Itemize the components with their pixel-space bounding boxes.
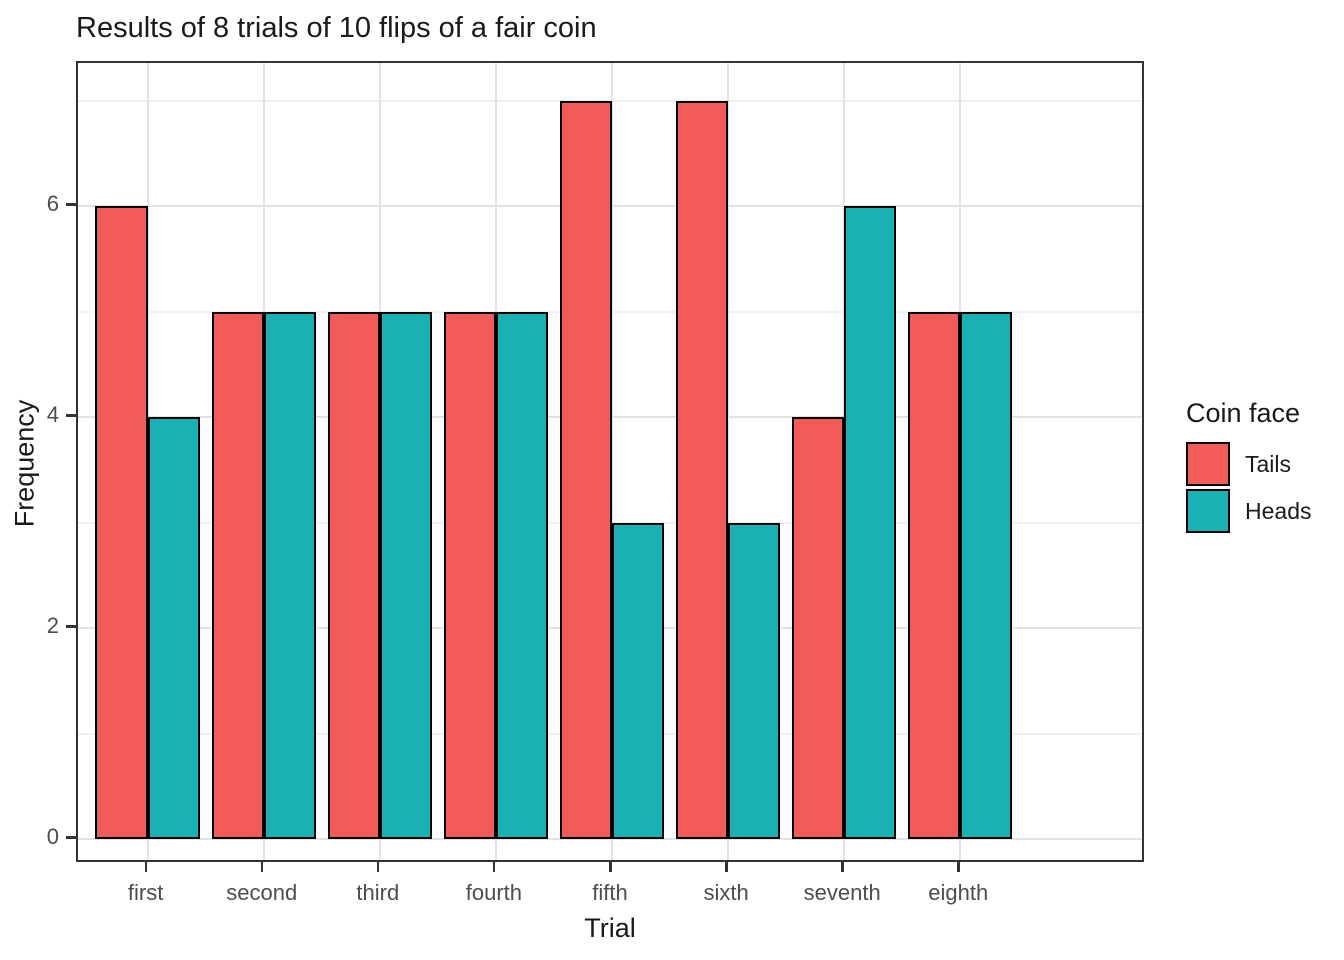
bar-tails-fifth xyxy=(559,100,612,839)
legend-entry-tails: Tails xyxy=(1186,442,1311,486)
y-tick-mark-0 xyxy=(66,836,76,839)
bar-tails-second xyxy=(211,311,264,839)
y-tick-label-4: 4 xyxy=(46,402,59,427)
chart-title: Results of 8 trials of 10 flips of a fai… xyxy=(76,12,597,44)
bar-tails-eighth xyxy=(908,311,961,839)
x-tick-label-second: second xyxy=(226,880,298,905)
x-tick-label-first: first xyxy=(127,880,164,905)
x-tick-label-fourth: fourth xyxy=(465,880,523,905)
x-tick-label-sixth: sixth xyxy=(703,880,749,905)
bar-heads-third xyxy=(379,311,433,839)
bar-tails-sixth xyxy=(675,100,729,839)
x-tick-mark-sixth xyxy=(725,862,728,872)
heads-swatch-icon xyxy=(1186,489,1230,533)
gridline-major-y0 xyxy=(78,838,1142,840)
legend-title: Coin face xyxy=(1186,398,1301,428)
bar-heads-second xyxy=(263,311,316,839)
y-tick-mark-6 xyxy=(66,203,76,206)
bar-tails-seventh xyxy=(791,417,845,839)
legend-entry-heads: Heads xyxy=(1186,489,1311,533)
legend: Coin face Tails Heads xyxy=(1186,398,1311,536)
x-tick-label-eighth: eighth xyxy=(928,880,989,905)
y-tick-label-6: 6 xyxy=(46,191,59,216)
gridline-x-sixth xyxy=(727,63,730,860)
x-tick-label-seventh: seventh xyxy=(803,880,881,905)
gridline-x-fifth xyxy=(611,63,613,860)
tails-swatch-icon xyxy=(1186,442,1230,486)
legend-label-tails: Tails xyxy=(1245,450,1292,477)
x-tick-label-fifth: fifth xyxy=(592,880,628,905)
bar-tails-third xyxy=(327,311,380,839)
plot-panel xyxy=(76,61,1144,862)
bar-heads-first xyxy=(147,417,200,839)
bar-heads-seventh xyxy=(844,206,897,839)
bar-heads-eighth xyxy=(960,311,1013,839)
legend-label-heads: Heads xyxy=(1245,497,1312,524)
y-axis: 0 2 4 6 xyxy=(0,61,76,862)
x-tick-label-third: third xyxy=(356,880,400,905)
bar-heads-fourth xyxy=(495,311,549,839)
bar-tails-first xyxy=(95,206,148,839)
bar-tails-fourth xyxy=(443,311,496,839)
bar-heads-sixth xyxy=(728,522,781,839)
x-tick-mark-first xyxy=(144,862,148,872)
x-axis: first second third fourth fifth sixth seventh e… xyxy=(76,862,1144,922)
y-tick-mark-2 xyxy=(66,625,76,628)
x-tick-mark-fourth xyxy=(492,862,496,872)
x-axis-title: Trial xyxy=(584,913,636,943)
x-tick-mark-fifth xyxy=(609,862,612,872)
y-tick-label-2: 2 xyxy=(46,613,59,638)
x-tick-mark-eighth xyxy=(957,862,960,872)
x-tick-mark-third xyxy=(376,862,380,872)
y-tick-label-0: 0 xyxy=(46,824,59,849)
bar-heads-fifth xyxy=(612,522,665,839)
x-tick-mark-seventh xyxy=(841,862,844,872)
y-tick-mark-4 xyxy=(66,414,76,417)
x-tick-mark-second xyxy=(260,862,264,872)
